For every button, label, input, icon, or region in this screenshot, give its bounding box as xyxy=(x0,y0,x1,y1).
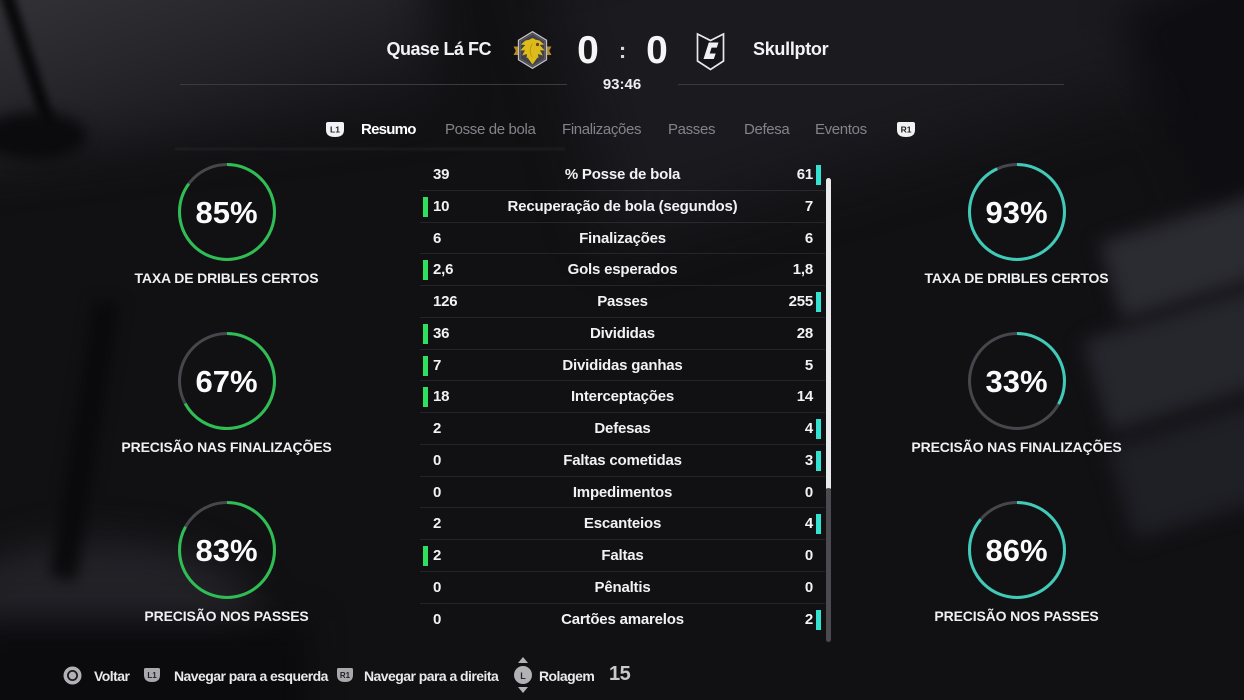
svg-text:L: L xyxy=(520,671,526,681)
svg-text:R1: R1 xyxy=(901,124,912,134)
svg-text:L1: L1 xyxy=(330,124,340,134)
svg-text:R1: R1 xyxy=(340,671,351,680)
svg-text:L1: L1 xyxy=(147,671,157,680)
